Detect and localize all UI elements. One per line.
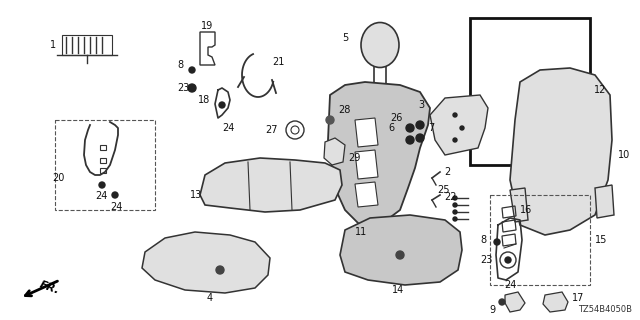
Polygon shape [328, 82, 430, 225]
Text: 8: 8 [480, 235, 486, 245]
Circle shape [453, 138, 457, 142]
Text: 9: 9 [489, 305, 495, 315]
Text: 24: 24 [504, 280, 516, 290]
Polygon shape [355, 118, 378, 147]
Text: 19: 19 [201, 21, 213, 31]
Polygon shape [340, 215, 462, 285]
Text: 2: 2 [444, 167, 451, 177]
Text: 10: 10 [618, 150, 630, 160]
Circle shape [406, 124, 414, 132]
Text: 17: 17 [572, 293, 584, 303]
Text: 29: 29 [348, 153, 360, 163]
Circle shape [416, 121, 424, 129]
Text: 26: 26 [390, 113, 403, 123]
Polygon shape [595, 185, 614, 218]
Circle shape [406, 136, 414, 144]
Text: 8: 8 [177, 60, 183, 70]
Text: 3: 3 [418, 100, 424, 110]
Circle shape [99, 182, 105, 188]
Text: 20: 20 [52, 173, 65, 183]
Text: 14: 14 [392, 285, 404, 295]
Polygon shape [332, 115, 392, 162]
Polygon shape [430, 95, 488, 155]
Text: 5: 5 [342, 33, 348, 43]
Text: 11: 11 [355, 227, 367, 237]
Polygon shape [543, 292, 568, 312]
Bar [490, 195, 590, 285]
Circle shape [453, 210, 457, 214]
Polygon shape [510, 188, 528, 222]
Polygon shape [324, 138, 345, 165]
Circle shape [500, 252, 516, 268]
Circle shape [499, 299, 505, 305]
Circle shape [494, 239, 500, 245]
Circle shape [416, 134, 424, 142]
Circle shape [453, 113, 457, 117]
Text: TZ54B4050B: TZ54B4050B [578, 305, 632, 314]
Text: 4: 4 [207, 293, 213, 303]
Polygon shape [505, 292, 525, 312]
Polygon shape [200, 158, 342, 212]
Text: 24: 24 [95, 191, 108, 201]
Ellipse shape [361, 22, 399, 68]
Bar [55, 120, 155, 210]
Text: 12: 12 [594, 85, 606, 95]
Text: 25: 25 [438, 185, 450, 195]
Text: 23: 23 [177, 83, 189, 93]
Text: 13: 13 [190, 190, 202, 200]
Circle shape [460, 126, 464, 130]
Circle shape [216, 266, 224, 274]
Circle shape [453, 203, 457, 207]
Polygon shape [355, 150, 378, 179]
Text: 21: 21 [272, 57, 284, 67]
Polygon shape [355, 182, 378, 207]
Circle shape [219, 102, 225, 108]
Text: 7: 7 [428, 123, 435, 133]
Text: 1: 1 [50, 40, 56, 50]
Polygon shape [510, 68, 612, 235]
Circle shape [189, 67, 195, 73]
Circle shape [112, 192, 118, 198]
Circle shape [326, 116, 334, 124]
Text: 22: 22 [444, 192, 456, 202]
Circle shape [188, 84, 196, 92]
Text: 16: 16 [520, 205, 532, 215]
Circle shape [396, 251, 404, 259]
Circle shape [505, 257, 511, 263]
Polygon shape [142, 232, 270, 293]
Text: 24: 24 [222, 123, 234, 133]
Circle shape [291, 126, 299, 134]
Text: 6: 6 [388, 123, 394, 133]
Text: 23: 23 [481, 255, 493, 265]
Text: 27: 27 [266, 125, 278, 135]
Circle shape [453, 217, 457, 221]
Circle shape [453, 196, 457, 200]
Text: FR.: FR. [38, 280, 61, 296]
Text: 15: 15 [595, 235, 607, 245]
Text: 24: 24 [110, 202, 122, 212]
Text: 18: 18 [198, 95, 211, 105]
Text: 28: 28 [338, 105, 350, 115]
Polygon shape [470, 18, 590, 165]
